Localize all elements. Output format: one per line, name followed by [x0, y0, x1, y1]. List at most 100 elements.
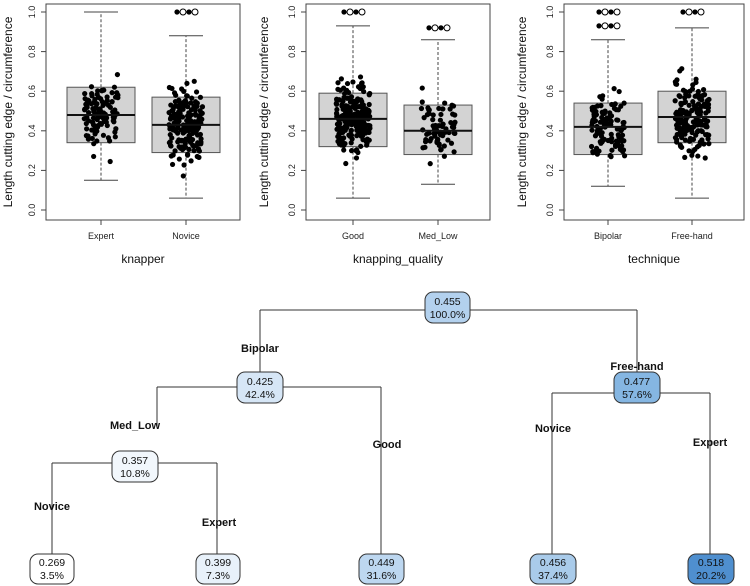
data-point: [113, 126, 119, 132]
data-point: [103, 115, 110, 121]
data-point: [353, 155, 360, 161]
data-point: [596, 23, 602, 29]
outlier-point: [179, 8, 187, 16]
data-point: [418, 105, 425, 112]
tree-node-value: 0.425: [247, 376, 273, 388]
data-point: [350, 79, 356, 85]
data-point: [112, 94, 119, 100]
split-label-expert-b: Expert: [693, 437, 728, 449]
data-point: [675, 117, 681, 123]
data-point: [362, 113, 368, 119]
x-tick-label: Free-hand: [671, 231, 713, 241]
data-point: [706, 132, 712, 138]
data-point: [702, 122, 708, 128]
tree-node-value: 0.357: [122, 455, 148, 467]
outlier-point: [443, 24, 451, 32]
data-point: [436, 141, 442, 147]
data-point: [706, 96, 712, 103]
data-point: [674, 77, 680, 83]
data-point: [438, 25, 444, 31]
data-point: [348, 132, 355, 138]
data-point: [353, 9, 359, 15]
boxplot-figure: 0.0 0.2 0.4 0.6 0.8 1.0 Expert Novice Length c…: [1, 3, 745, 266]
box-free-hand: [657, 8, 727, 199]
data-point: [365, 129, 371, 135]
data-point: [449, 124, 456, 130]
tree-leaf-expert-b: 0.518 20.2%: [687, 553, 735, 585]
tree-node-value: 0.399: [205, 557, 231, 569]
tree-node-root: 0.455 100.0%: [424, 291, 471, 324]
data-point: [334, 126, 340, 132]
data-point: [680, 9, 686, 15]
data-point: [114, 71, 121, 78]
box-novice: [151, 8, 221, 199]
y-tick-label: 1.0: [545, 6, 555, 19]
tree-node-value: 0.449: [368, 557, 394, 569]
tree-node-box: [358, 553, 405, 585]
tree-node-percent: 20.2%: [696, 570, 726, 582]
data-point: [83, 120, 89, 127]
outlier-point: [613, 22, 621, 30]
data-point: [422, 139, 429, 145]
data-point: [192, 111, 199, 117]
data-point: [180, 173, 186, 179]
data-point: [608, 9, 614, 15]
data-point: [349, 104, 356, 110]
data-point: [695, 128, 701, 134]
data-point: [684, 124, 690, 130]
boxplot-panel-knapping-quality: 0.0 0.2 0.4 0.6 0.8 1.0 Good Med_Low Length cu…: [257, 3, 491, 266]
box-good: [318, 8, 388, 199]
data-point: [176, 156, 182, 162]
data-point: [94, 138, 100, 144]
data-point: [112, 134, 118, 140]
data-point: [354, 112, 361, 118]
data-point: [101, 87, 107, 93]
data-point: [615, 107, 621, 113]
data-point: [177, 110, 183, 116]
data-point: [683, 89, 689, 95]
data-point: [437, 117, 443, 123]
tree-node-percent: 31.6%: [367, 570, 397, 582]
tree-node-percent: 7.3%: [206, 570, 230, 582]
data-point: [611, 86, 617, 92]
data-point: [170, 107, 176, 113]
y-axis: 0.0 0.2 0.4 0.6 0.8 1.0: [545, 6, 564, 216]
data-point: [186, 9, 192, 15]
data-point: [173, 128, 179, 134]
tree-leaf-novice-a: 0.269 3.5%: [29, 553, 75, 585]
data-point: [673, 136, 680, 143]
plot-frame: [305, 3, 491, 221]
data-point: [170, 152, 176, 158]
edge-freehand-split: [551, 392, 711, 567]
data-point: [102, 100, 109, 106]
data-point: [421, 115, 427, 121]
data-point: [182, 144, 189, 150]
x-axis: Good Med_Low: [342, 220, 458, 241]
tree-node-value: 0.456: [540, 557, 566, 569]
boxes: [318, 8, 473, 199]
y-tick-label: 0.6: [27, 85, 37, 98]
data-point: [189, 95, 195, 101]
data-point: [676, 125, 682, 131]
outlier-point: [358, 8, 366, 16]
tree-node-value: 0.269: [39, 557, 65, 569]
data-point: [354, 133, 360, 139]
data-point: [448, 140, 455, 146]
data-point: [616, 88, 622, 95]
data-point: [96, 107, 102, 114]
tree-node-value: 0.455: [434, 296, 460, 308]
data-point: [169, 135, 175, 141]
data-point: [615, 117, 621, 123]
data-point: [621, 153, 628, 159]
data-point: [180, 104, 186, 110]
data-point: [107, 158, 113, 165]
data-point: [682, 154, 688, 160]
data-point: [678, 100, 684, 106]
data-point: [336, 141, 343, 147]
data-point: [424, 131, 430, 137]
data-point: [82, 107, 88, 113]
data-point: [188, 100, 194, 106]
data-point: [450, 111, 456, 117]
data-point: [191, 148, 197, 154]
x-tick-label: Bipolar: [594, 231, 622, 241]
